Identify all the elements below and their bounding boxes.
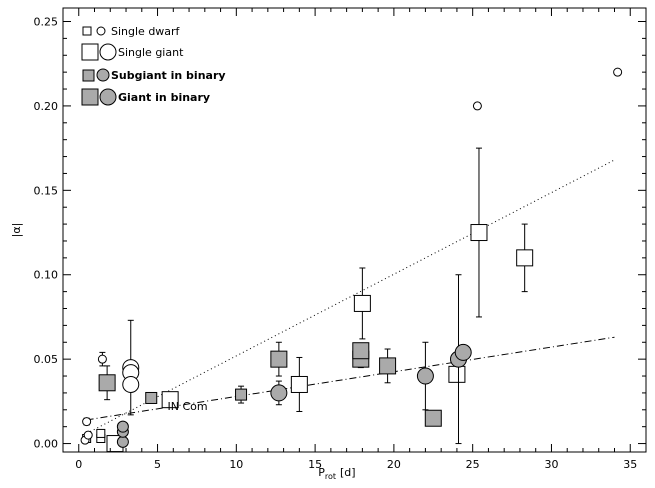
- legend-subgiant-square-icon: [82, 69, 95, 82]
- x-tick-label: 30: [544, 458, 558, 471]
- legend-label-single-giant: Single giant: [118, 46, 184, 59]
- annotation-in-com: IN Com: [168, 400, 208, 413]
- legend-label-subgiant-binary: Subgiant in binary: [111, 69, 226, 82]
- x-tick-label: 15: [308, 458, 322, 471]
- legend-label-giant-binary: Giant in binary: [118, 91, 210, 104]
- x-tick-label: 20: [387, 458, 401, 471]
- giant-in-binary-circle-point: [416, 367, 434, 385]
- single-giant-square-point: [161, 391, 179, 409]
- single-dwarf-circle-point: [83, 430, 93, 440]
- x-tick-label: 35: [623, 458, 637, 471]
- legend-giant-binary-circle-icon: [99, 88, 117, 106]
- single-dwarf-circle-point: [97, 354, 107, 364]
- single-giant-circle-point: [122, 375, 140, 393]
- single-dwarf-circle-point: [82, 417, 92, 427]
- subgiant-in-binary-square-point: [235, 388, 248, 401]
- legend-single-giant-circle-icon: [99, 43, 117, 61]
- legend-subgiant-circle-icon: [96, 68, 110, 82]
- x-axis-label: Prot: [318, 466, 336, 481]
- giant-in-binary-square-point: [379, 357, 397, 375]
- single-dwarf-circle-point: [472, 101, 482, 111]
- y-tick-label: 0.25: [34, 16, 59, 29]
- giant-in-binary-square-point: [424, 409, 442, 427]
- y-tick-label: 0.10: [34, 269, 59, 282]
- x-axis-label-sub: rot: [325, 472, 336, 481]
- legend-giant-binary-square-icon: [81, 88, 99, 106]
- y-axis-label: |α|: [10, 223, 23, 238]
- x-tick-label: 5: [154, 458, 161, 471]
- single-dwarf-square-point: [96, 428, 106, 438]
- x-tick-label: 0: [75, 458, 82, 471]
- plot-frame: [62, 7, 647, 453]
- legend-single-dwarf-circle-icon: [96, 26, 106, 36]
- giant-in-binary-circle-point: [270, 384, 288, 402]
- giant-in-binary-square-point: [352, 342, 370, 360]
- x-axis-unit: [d]: [340, 466, 356, 479]
- giant-in-binary-square-point: [270, 350, 288, 368]
- single-dwarf-circle-point: [613, 67, 623, 77]
- single-giant-square-point: [448, 365, 466, 383]
- x-axis-label-main: P: [318, 466, 325, 479]
- y-tick-label: 0.15: [34, 184, 59, 197]
- single-giant-square-point: [470, 224, 488, 242]
- y-tick-label: 0.00: [34, 438, 59, 451]
- single-giant-square-point: [353, 294, 371, 312]
- giant-in-binary-circle-point: [454, 343, 472, 361]
- legend-single-giant-square-icon: [81, 43, 99, 61]
- x-tick-label: 25: [466, 458, 480, 471]
- y-tick-label: 0.05: [34, 353, 59, 366]
- legend: Single dwarf Single giant Subgiant in bi…: [81, 25, 226, 106]
- subgiant-in-binary-square-point: [145, 391, 158, 404]
- subgiant-in-binary-circle-point: [116, 420, 129, 433]
- x-tick-label: 10: [229, 458, 243, 471]
- y-tick-label: 0.20: [34, 100, 59, 113]
- legend-single-dwarf-square-icon: [82, 26, 92, 36]
- giant-in-binary-square-point: [98, 374, 116, 392]
- single-giant-square-point: [516, 249, 534, 267]
- single-giant-square-point: [290, 375, 308, 393]
- legend-label-single-dwarf: Single dwarf: [111, 25, 181, 38]
- subgiant-in-binary-circle-point: [116, 435, 129, 448]
